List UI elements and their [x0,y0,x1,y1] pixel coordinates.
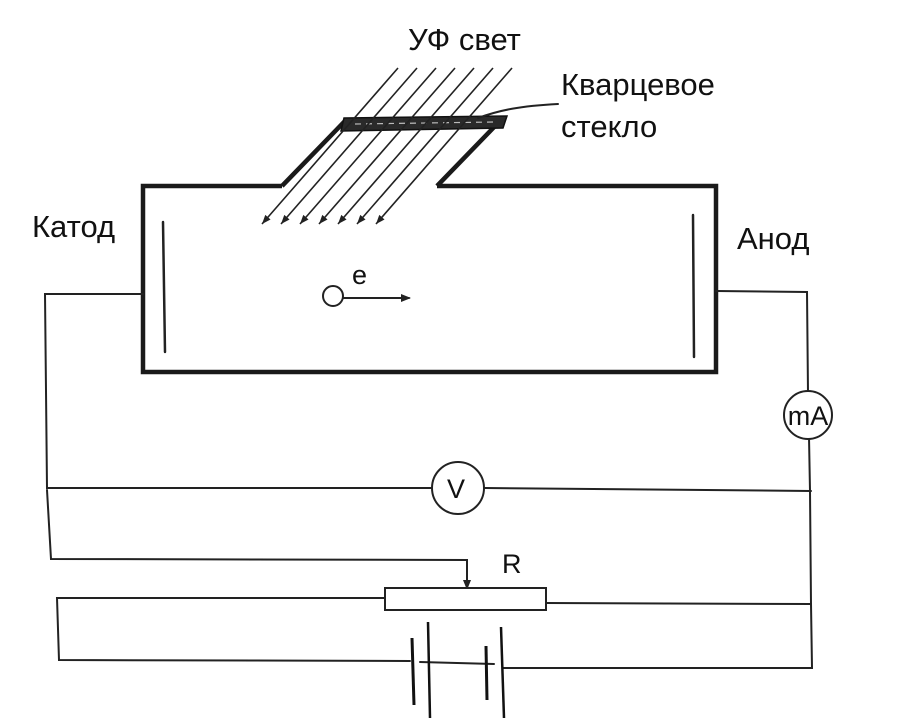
window-neck-left [280,119,347,188]
uv-ray [261,67,399,225]
anode-plate [691,213,696,359]
cathode-plate [161,220,167,354]
uv-ray-arrowhead [262,214,271,224]
uv-light-label: УФ свет [408,22,521,57]
uv-ray [280,67,418,225]
resistor-label: R [502,549,522,579]
uv-ray-arrowhead [281,214,290,224]
window-neck-right [435,121,500,188]
resistor-body [384,587,547,611]
anode-label: Анод [737,221,809,256]
uv-ray [337,67,475,225]
vacuum-tube [140,183,719,375]
uv-ray-arrowhead [338,214,347,224]
uv-ray-arrowhead [357,214,366,224]
quartz-glass-label-line2: стекло [561,109,657,144]
milliammeter-circle [783,390,833,440]
uv-ray [356,67,494,225]
electron-particle [322,285,344,307]
uv-rays [261,67,513,225]
uv-ray-arrowhead [300,214,309,224]
electron-label: e [352,260,367,290]
uv-ray [318,67,456,225]
uv-ray [299,67,437,225]
battery [410,621,506,719]
cathode-label: Катод [32,209,115,244]
circuit-wires [43,290,814,669]
quartz-glass-label-line1: Кварцевое [561,67,715,102]
uv-ray-arrowhead [376,214,385,224]
quartz-glass [340,115,509,132]
uv-ray-arrowhead [319,214,328,224]
voltmeter-circle [431,461,485,515]
quartz-leader-line [477,103,559,119]
milliammeter-label: mA [788,401,829,431]
voltmeter-label: V [447,474,465,504]
uv-ray [375,67,513,225]
